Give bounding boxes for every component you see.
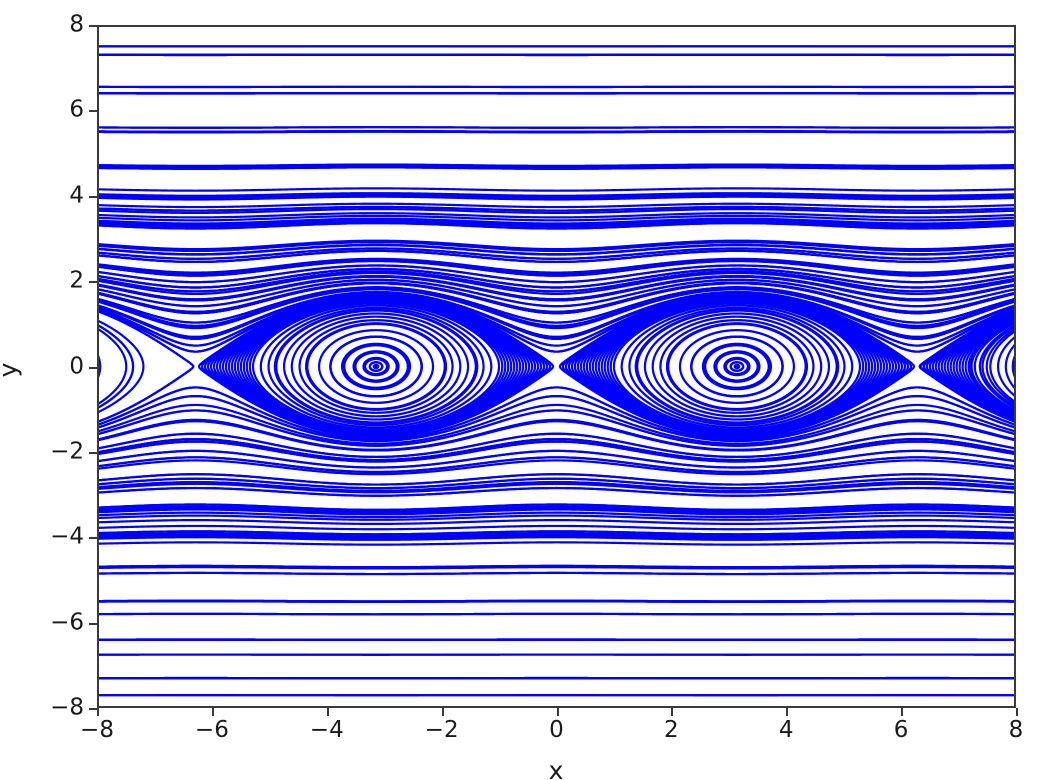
streamline: [98, 410, 1016, 445]
streamline: [98, 488, 1015, 496]
x-tick-label: −2: [425, 719, 459, 742]
y-tick-label: −4: [50, 526, 84, 549]
streamline: [97, 328, 126, 404]
y-tick-mark: [89, 452, 97, 454]
axis-spine-top: [97, 25, 1016, 27]
x-axis-label: x: [549, 758, 564, 780]
y-tick-mark: [89, 25, 97, 27]
streamline: [97, 601, 1015, 602]
streamline: [97, 325, 133, 408]
y-tick-label: 4: [69, 184, 84, 207]
x-tick-mark: [901, 708, 903, 716]
x-tick-label: 2: [664, 719, 679, 742]
x-tick-mark: [1016, 708, 1018, 716]
streamline: [98, 127, 1015, 128]
y-tick-mark: [89, 367, 97, 369]
streamline: [735, 365, 739, 368]
y-tick-mark: [89, 196, 97, 198]
y-tick-mark: [89, 623, 97, 625]
y-tick-mark: [89, 110, 97, 112]
plot-axes: −8 −6 −4 −2 0 2 4 6 8 −8 −6 −4 −2 0 2 4 6 8: [97, 25, 1016, 708]
y-tick-label: −8: [50, 697, 84, 720]
axis-spine-left: [97, 25, 99, 708]
streamline: [97, 131, 1015, 132]
y-axis-label: y: [0, 363, 21, 378]
x-tick-label: 8: [1009, 719, 1024, 742]
x-tick-label: −8: [80, 719, 114, 742]
streamline: [98, 542, 1016, 544]
streamline: [98, 287, 1016, 322]
y-tick-label: 2: [69, 270, 84, 293]
y-tick-label: 6: [69, 99, 84, 122]
y-tick-label: −2: [50, 440, 84, 463]
x-tick-label: 6: [894, 719, 909, 742]
x-tick-label: −4: [310, 719, 344, 742]
streamline: [98, 526, 1016, 529]
y-tick-mark: [89, 708, 97, 710]
streamline: [374, 365, 378, 368]
streamline: [98, 204, 1016, 207]
streamline: [98, 188, 1016, 190]
streamline: [98, 573, 1015, 574]
x-tick-label: 4: [779, 719, 794, 742]
x-tick-mark: [557, 708, 559, 716]
x-tick-label: −6: [195, 719, 229, 742]
y-tick-label: 0: [69, 355, 84, 378]
x-tick-mark: [212, 708, 214, 716]
streamline: [98, 460, 1015, 474]
streamline-canvas: [97, 25, 1016, 708]
x-tick-label: 0: [549, 719, 564, 742]
streamlines-group: [97, 46, 1016, 695]
axis-spine-right: [1014, 25, 1016, 708]
x-tick-mark: [786, 708, 788, 716]
x-tick-mark: [442, 708, 444, 716]
x-tick-mark: [327, 708, 329, 716]
streamline: [98, 241, 1016, 249]
y-tick-mark: [89, 281, 97, 283]
streamline: [98, 421, 1016, 450]
x-tick-mark: [671, 708, 673, 716]
x-tick-mark: [97, 708, 99, 716]
y-tick-label: 8: [69, 14, 84, 37]
y-tick-label: −6: [50, 611, 84, 634]
streamline: [98, 520, 1016, 524]
y-tick-mark: [89, 537, 97, 539]
